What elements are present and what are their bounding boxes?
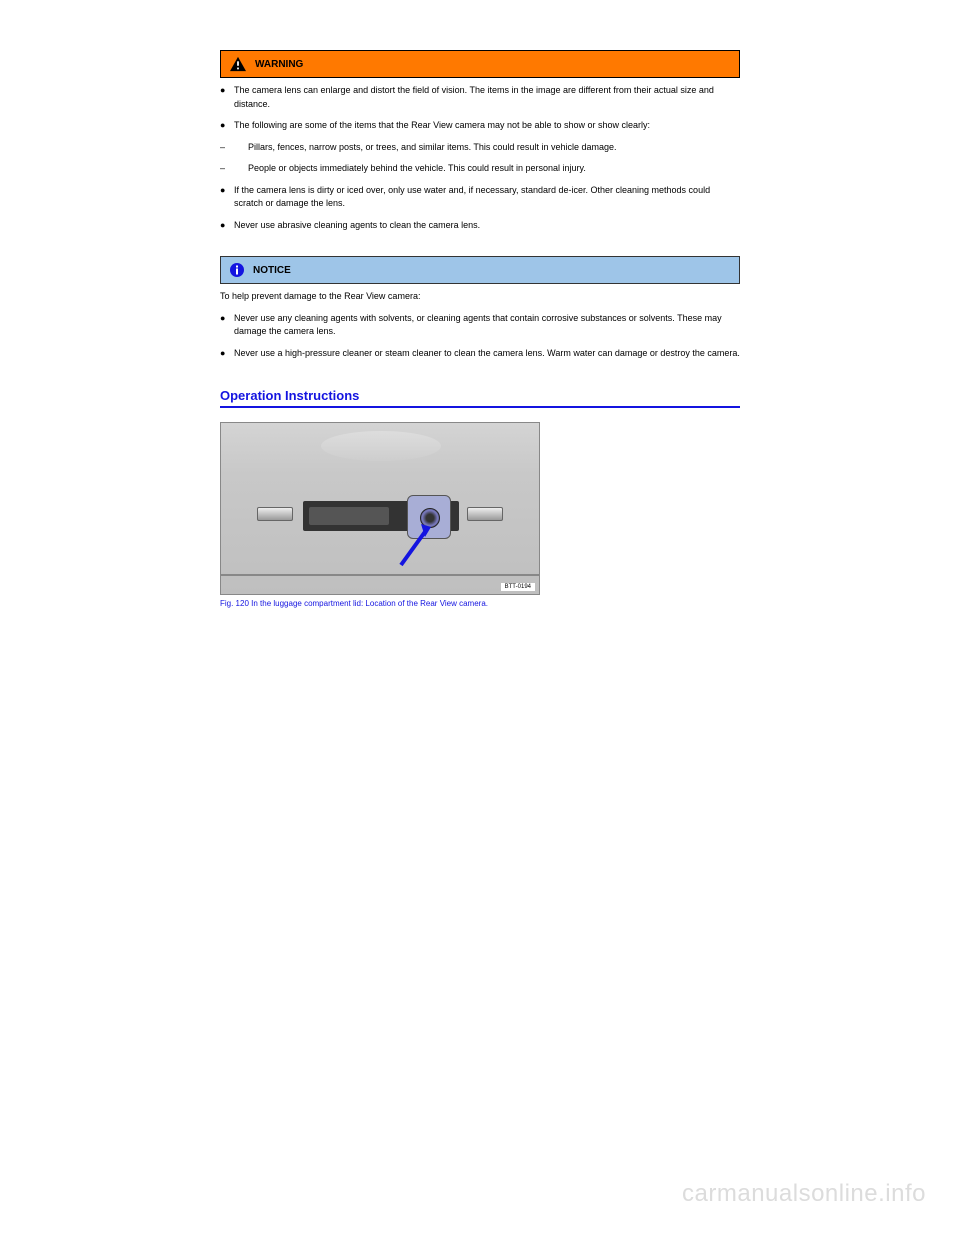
- page-content: WARNING The camera lens can enlarge and …: [0, 0, 960, 608]
- figure-image: BTT-0194: [220, 422, 540, 595]
- figure-caption: Fig. 120 In the luggage compartment lid:…: [220, 599, 740, 608]
- notice-callout: NOTICE: [220, 256, 740, 284]
- notice-bullet-1: Never use any cleaning agents with solve…: [220, 312, 740, 339]
- warning-sub-bullet-1: Pillars, fences, narrow posts, or trees,…: [220, 141, 740, 155]
- warning-triangle-icon: [229, 56, 247, 72]
- figure-handle-inner: [309, 507, 389, 525]
- figure-light-right: [467, 507, 503, 521]
- notice-label: NOTICE: [253, 265, 291, 276]
- notice-info-icon: [229, 262, 245, 278]
- warning-label: WARNING: [255, 59, 303, 70]
- warning-sub-bullet-2: People or objects immediately behind the…: [220, 162, 740, 176]
- figure-light-left: [257, 507, 293, 521]
- figure-divider: [221, 574, 539, 576]
- warning-bullet-2: The following are some of the items that…: [220, 119, 740, 133]
- notice-intro: To help prevent damage to the Rear View …: [220, 290, 740, 304]
- figure-accent: [321, 431, 441, 461]
- notice-bullet-2: Never use a high-pressure cleaner or ste…: [220, 347, 740, 361]
- figure-arrow-icon: [395, 521, 445, 567]
- warning-bullet-4: Never use abrasive cleaning agents to cl…: [220, 219, 740, 233]
- heading-underline: [220, 406, 740, 408]
- section-heading: Operation Instructions: [220, 388, 740, 403]
- watermark: carmanualsonline.info: [682, 1180, 926, 1208]
- figure-id-label: BTT-0194: [501, 583, 535, 591]
- warning-bullet-1: The camera lens can enlarge and distort …: [220, 84, 740, 111]
- warning-callout: WARNING: [220, 50, 740, 78]
- warning-bullet-3: If the camera lens is dirty or iced over…: [220, 184, 740, 211]
